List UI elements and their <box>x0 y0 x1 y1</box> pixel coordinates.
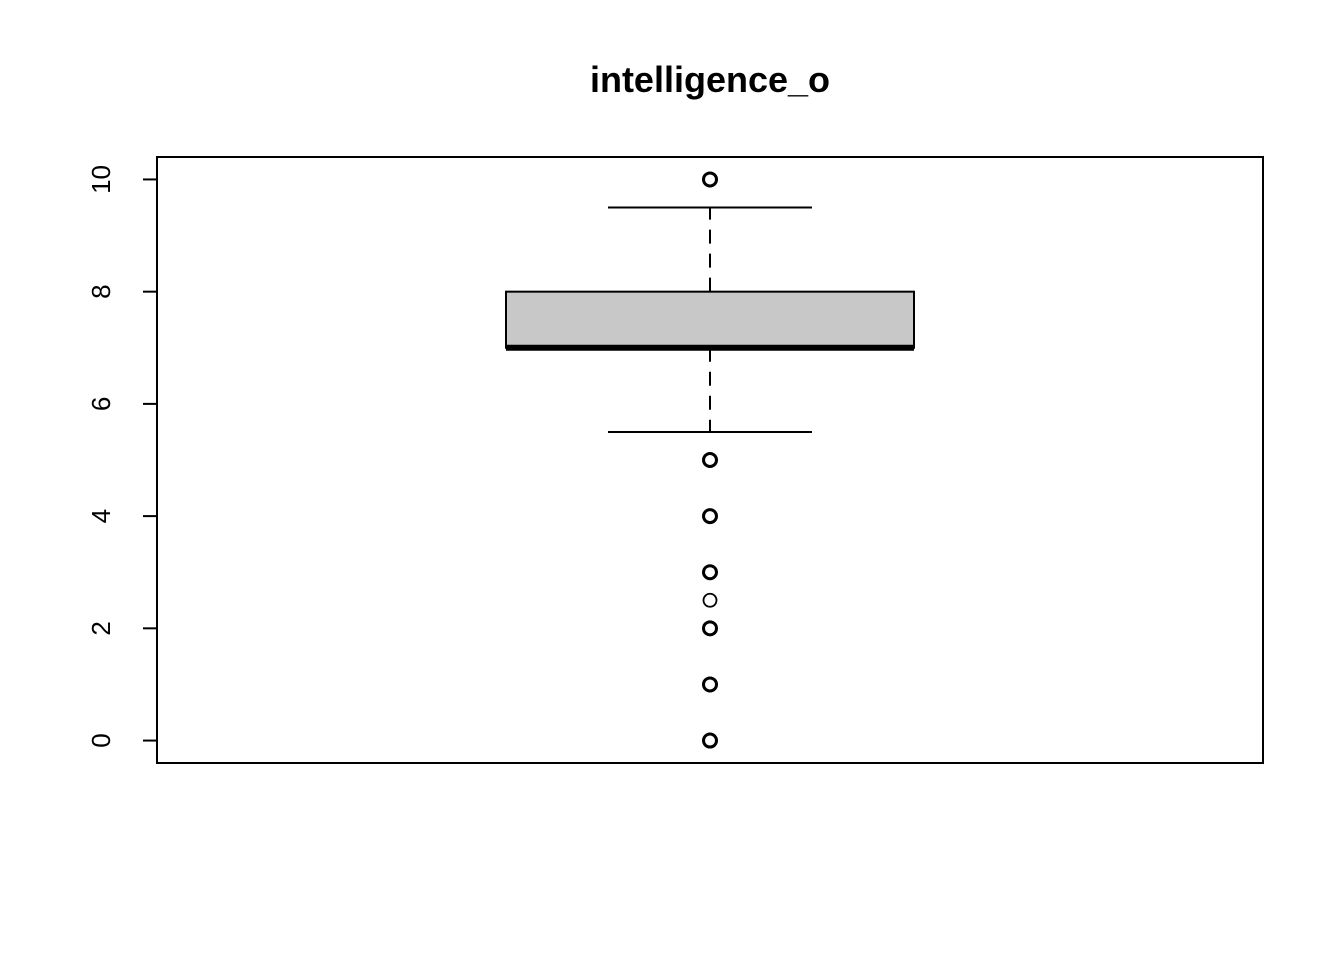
y-tick-label: 10 <box>86 165 116 194</box>
chart-title: intelligence_o <box>590 59 830 100</box>
outlier-point <box>702 508 718 525</box>
outlier-point <box>702 732 718 749</box>
outlier-point <box>702 564 718 581</box>
y-tick-label: 8 <box>86 284 116 298</box>
y-axis: 0 2 4 6 8 10 <box>86 165 158 748</box>
outlier-point <box>702 171 718 188</box>
y-tick-label: 0 <box>86 733 116 747</box>
y-tick-label: 4 <box>86 509 116 523</box>
outlier-points <box>702 171 718 749</box>
iqr-box <box>505 290 915 349</box>
plot-frame <box>156 156 1264 764</box>
outlier-point <box>702 592 718 608</box>
y-tick-label: 6 <box>86 397 116 411</box>
outlier-point <box>702 452 718 468</box>
outlier-point <box>702 676 718 693</box>
y-tick-label: 2 <box>86 621 116 635</box>
outlier-point <box>702 620 718 637</box>
box-plot <box>505 206 915 433</box>
